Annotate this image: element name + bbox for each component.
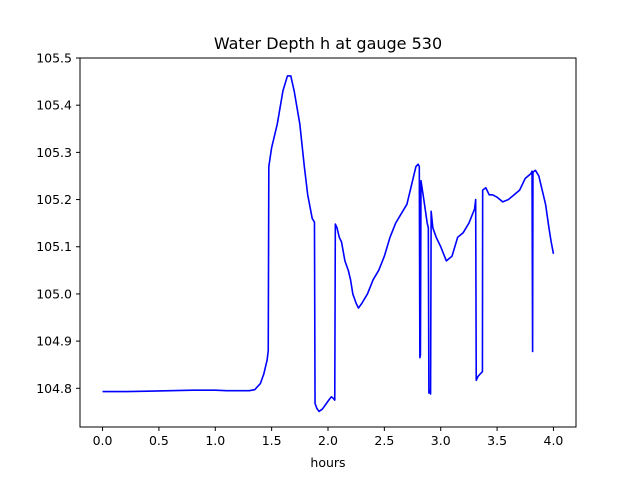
x-tick-label: 3.0 <box>431 433 451 448</box>
series-layer <box>102 75 555 413</box>
y-tick-label: 104.8 <box>36 381 72 396</box>
water-depth-line <box>102 75 555 413</box>
y-tick-label: 104.9 <box>36 334 72 349</box>
x-tick-label: 0.0 <box>93 433 113 448</box>
x-tick-label: 1.0 <box>205 433 225 448</box>
x-tick-label: 4.0 <box>544 433 564 448</box>
chart-title: Water Depth h at gauge 530 <box>214 34 442 53</box>
y-tick-label: 105.3 <box>36 145 72 160</box>
x-axis-label: hours <box>310 455 345 470</box>
x-tick-label: 1.5 <box>262 433 282 448</box>
y-tick-label: 105.4 <box>36 98 72 113</box>
y-axis: 104.8 104.9 105.0 105.1 105.2 105.3 105.4 105.5 <box>36 51 80 396</box>
x-tick-label: 0.5 <box>149 433 169 448</box>
x-tick-label: 2.5 <box>374 433 394 448</box>
y-tick-label: 105.1 <box>36 239 72 254</box>
y-tick-label: 105.2 <box>36 192 72 207</box>
y-tick-label: 105.5 <box>36 51 72 66</box>
x-axis: 0.0 0.5 1.0 1.5 2.0 2.5 3.0 3.5 4.0 <box>93 427 564 448</box>
y-tick-label: 105.0 <box>36 286 72 301</box>
x-tick-label: 3.5 <box>487 433 507 448</box>
plot-frame <box>79 57 577 428</box>
x-tick-label: 2.0 <box>318 433 338 448</box>
